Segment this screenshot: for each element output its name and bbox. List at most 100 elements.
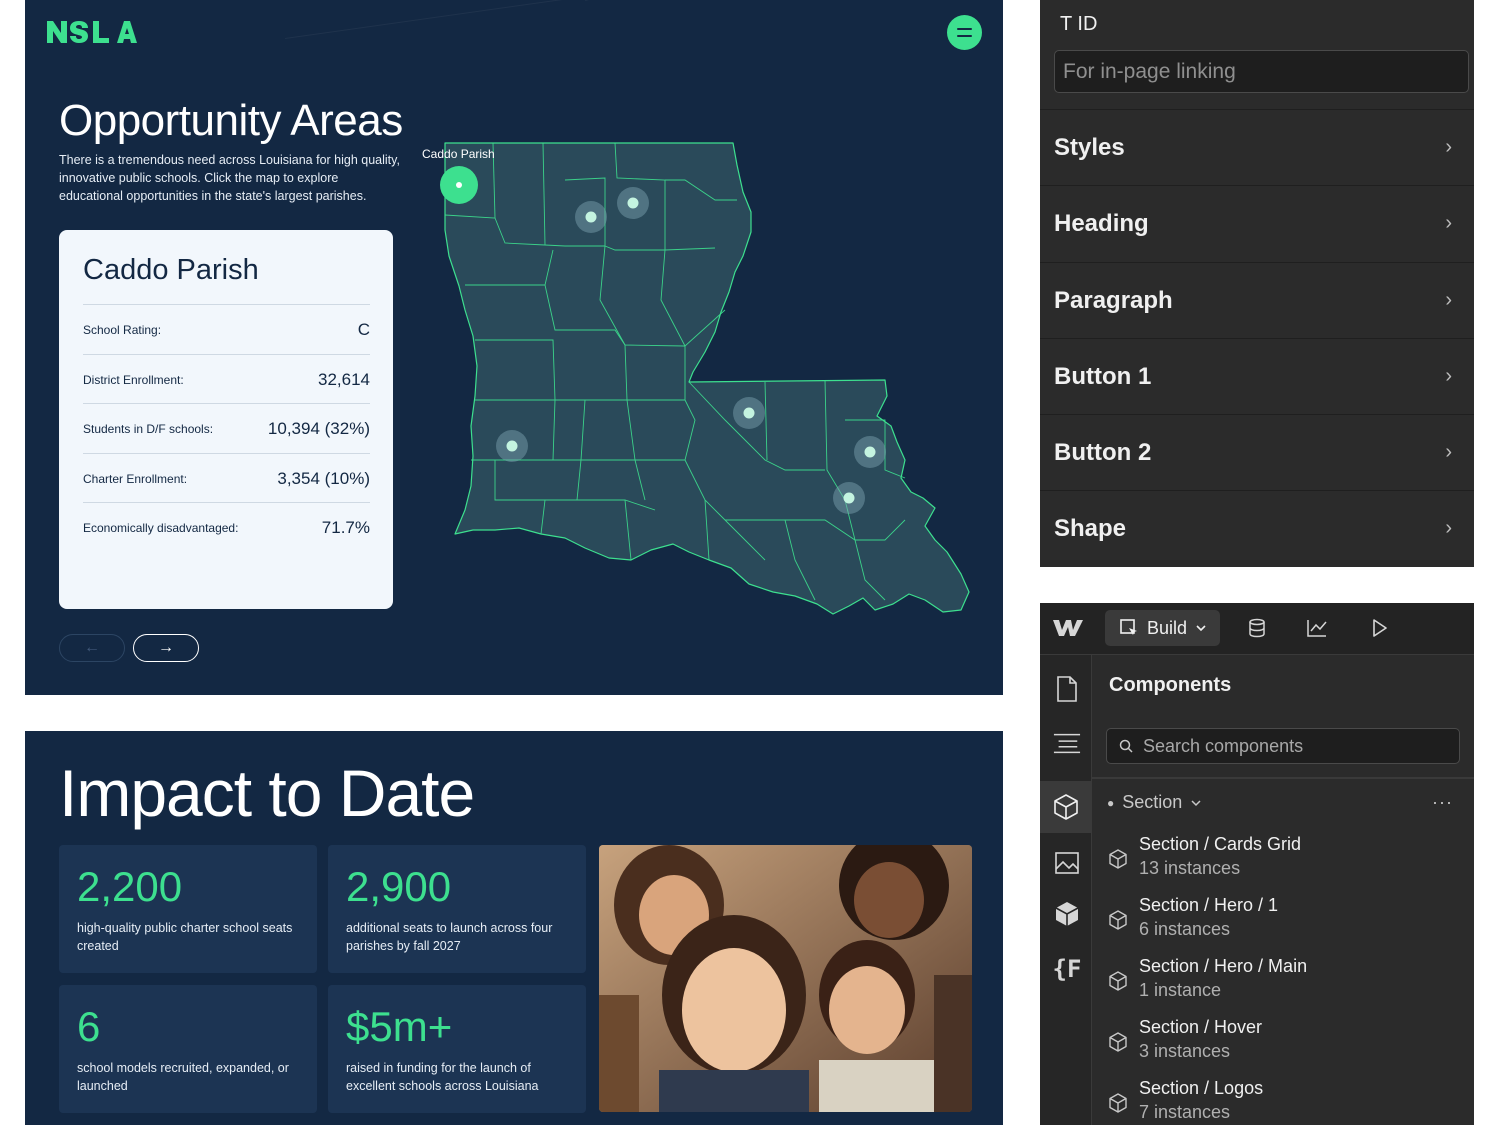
next-button[interactable]: → bbox=[133, 634, 199, 662]
map-marker[interactable] bbox=[743, 407, 755, 419]
components-icon[interactable] bbox=[1040, 781, 1092, 833]
stat-number: 2,200 bbox=[77, 863, 183, 910]
settings-row-paragraph[interactable]: Paragraph › bbox=[1040, 262, 1474, 338]
parish-borders bbox=[444, 142, 906, 601]
chevron-down-icon bbox=[1191, 799, 1201, 806]
component-cube-icon bbox=[1109, 910, 1127, 930]
map-marker[interactable] bbox=[585, 211, 597, 223]
stat-card: $5m+ raised in funding for the launch of… bbox=[328, 985, 586, 1113]
stat-number: 6 bbox=[77, 1003, 101, 1050]
row-label: Heading bbox=[1054, 209, 1149, 237]
card-row: Charter Enrollment: 3,354 (10%) bbox=[83, 453, 370, 503]
row-value: 3,354 (10%) bbox=[277, 468, 370, 488]
row-value: 10,394 (32%) bbox=[267, 418, 370, 438]
chevron-right-icon: › bbox=[1445, 136, 1452, 158]
map-marker[interactable] bbox=[506, 440, 518, 452]
search-input[interactable] bbox=[1143, 735, 1443, 757]
children-photo bbox=[599, 845, 972, 1112]
designer-toolbar: Build bbox=[1040, 603, 1474, 655]
row-label: Economically disadvantaged: bbox=[83, 520, 239, 535]
component-item[interactable]: Section / Hero / Main 1 instance bbox=[1092, 952, 1474, 1013]
settings-row-button-2[interactable]: Button 2 › bbox=[1040, 414, 1474, 490]
id-input[interactable] bbox=[1054, 50, 1469, 93]
panel-title: Components bbox=[1109, 674, 1232, 696]
row-label: School Rating: bbox=[83, 322, 162, 337]
louisiana-outline bbox=[444, 142, 970, 615]
variables-icon[interactable]: {F bbox=[1052, 955, 1082, 983]
libraries-cube-icon[interactable] bbox=[1053, 900, 1081, 928]
row-value: 32,614 bbox=[318, 369, 370, 389]
instance-count: 7 instances bbox=[1139, 1102, 1231, 1122]
map-marker[interactable] bbox=[864, 446, 876, 458]
component-item[interactable]: Section / Cards Grid 13 instances bbox=[1092, 830, 1474, 891]
map-marker-label: Caddo Parish bbox=[422, 147, 495, 161]
arrow-right-icon: → bbox=[158, 639, 174, 656]
component-item[interactable]: Section / Hero / 1 6 instances bbox=[1092, 891, 1474, 952]
map-markers[interactable] bbox=[440, 166, 886, 514]
louisiana-map[interactable] bbox=[25, 0, 1003, 695]
chevron-right-icon: › bbox=[1445, 441, 1452, 463]
more-options-button[interactable]: ··· bbox=[1432, 792, 1453, 812]
chevron-right-icon: › bbox=[1445, 517, 1452, 539]
instance-count: 1 instance bbox=[1139, 980, 1222, 1000]
stat-card: 2,900 additional seats to launch across … bbox=[328, 845, 586, 973]
filter-label: Section bbox=[1122, 792, 1183, 812]
chevron-right-icon: › bbox=[1445, 365, 1452, 387]
parish-info-card: Caddo Parish School Rating: C District E… bbox=[59, 230, 393, 609]
settings-row-heading[interactable]: Heading › bbox=[1040, 185, 1474, 261]
chevron-right-icon: › bbox=[1445, 212, 1452, 234]
component-item[interactable]: Section / Hover 3 instances bbox=[1092, 1013, 1474, 1074]
assets-image-icon[interactable] bbox=[1053, 848, 1081, 876]
page-description: There is a tremendous need across Louisi… bbox=[59, 153, 400, 203]
map-marker[interactable] bbox=[627, 197, 639, 209]
page-title: Opportunity Areas bbox=[59, 96, 403, 145]
play-preview-icon[interactable] bbox=[1367, 616, 1391, 640]
map-marker[interactable] bbox=[843, 492, 855, 504]
component-item[interactable]: Section / Logos 7 instances bbox=[1092, 1074, 1474, 1125]
stat-card: 6 school models recruited, expanded, or … bbox=[59, 985, 317, 1113]
row-label: Shape bbox=[1054, 514, 1127, 542]
stat-card: 2,200 high-quality public charter school… bbox=[59, 845, 317, 973]
card-row: Economically disadvantaged: 71.7% bbox=[83, 502, 370, 552]
row-value: 71.7% bbox=[321, 517, 370, 537]
search-field[interactable] bbox=[1106, 728, 1460, 764]
menu-button[interactable] bbox=[947, 15, 982, 50]
settings-row-styles[interactable]: Styles › bbox=[1040, 109, 1474, 185]
webflow-logo-icon[interactable] bbox=[1053, 618, 1083, 638]
instance-count: 3 instances bbox=[1139, 1041, 1231, 1061]
card-row: District Enrollment: 32,614 bbox=[83, 354, 370, 404]
component-cube-icon bbox=[1109, 849, 1127, 869]
settings-row-shape[interactable]: Shape › bbox=[1040, 490, 1474, 566]
component-cube-icon bbox=[1109, 1093, 1127, 1113]
section-filter-dropdown[interactable]: ● Section bbox=[1107, 792, 1202, 813]
impact-title: Impact to Date bbox=[59, 756, 475, 830]
stat-description: high-quality public charter school seats… bbox=[77, 921, 293, 953]
component-name: Section / Cards Grid bbox=[1139, 834, 1302, 854]
component-name: Section / Hero / 1 bbox=[1139, 895, 1279, 915]
row-label: Button 2 bbox=[1054, 438, 1152, 466]
build-mode-button[interactable]: Build bbox=[1105, 610, 1220, 646]
component-cube-icon bbox=[1109, 971, 1127, 991]
id-field-label: T ID bbox=[1060, 13, 1098, 35]
marker-center bbox=[456, 182, 462, 188]
stat-description: additional seats to launch across four p… bbox=[346, 921, 553, 953]
menu-icon-bar bbox=[957, 28, 972, 30]
element-settings-panel: T ID Styles › Heading › Paragraph › Butt… bbox=[1040, 0, 1474, 567]
pages-icon[interactable] bbox=[1053, 675, 1081, 703]
cms-database-icon[interactable] bbox=[1245, 616, 1269, 640]
stat-description: school models recruited, expanded, or la… bbox=[77, 1061, 289, 1093]
row-label: Students in D/F schools: bbox=[83, 421, 214, 436]
navigator-icon[interactable] bbox=[1053, 729, 1081, 757]
impact-panel: Impact to Date 2,200 high-quality public… bbox=[25, 731, 1003, 1125]
build-label: Build bbox=[1147, 617, 1188, 638]
previous-button[interactable]: ← bbox=[59, 634, 125, 662]
bullet-icon: ● bbox=[1107, 795, 1115, 810]
component-cube-icon bbox=[1109, 1032, 1127, 1052]
row-label: Styles bbox=[1054, 133, 1125, 161]
chevron-right-icon: › bbox=[1445, 289, 1452, 311]
settings-row-button-1[interactable]: Button 1 › bbox=[1040, 338, 1474, 414]
analytics-chart-icon[interactable] bbox=[1305, 616, 1329, 640]
divider bbox=[1092, 777, 1474, 779]
instance-count: 6 instances bbox=[1139, 919, 1231, 939]
stat-number: 2,900 bbox=[346, 863, 452, 910]
